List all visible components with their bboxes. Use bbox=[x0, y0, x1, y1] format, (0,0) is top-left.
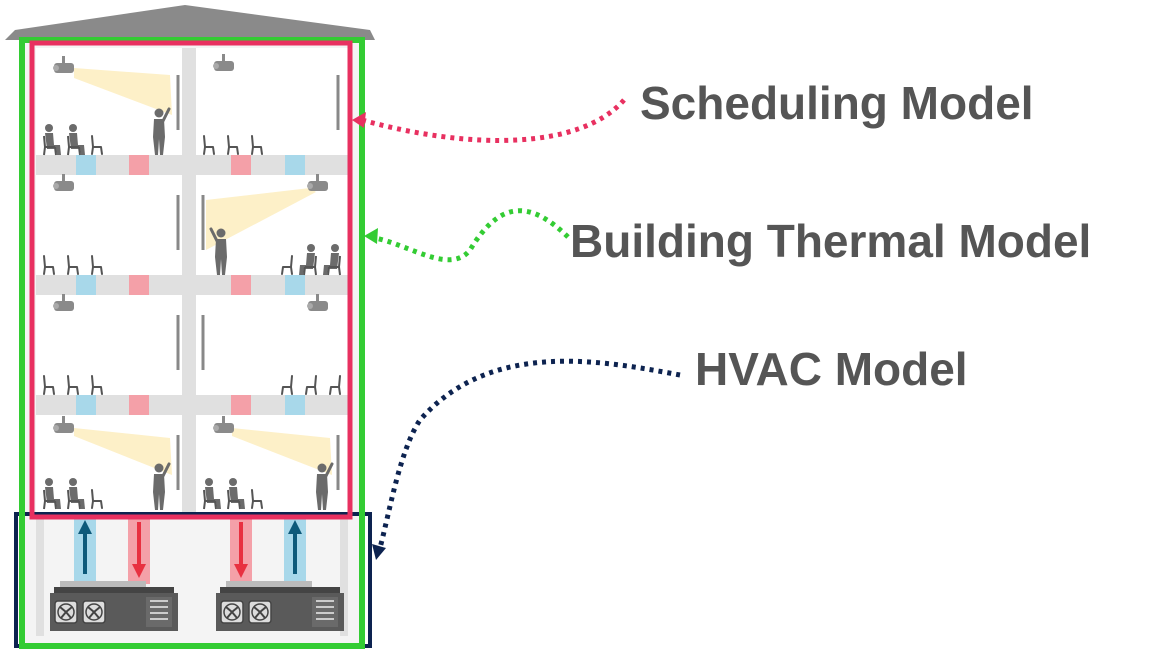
cold-vent-icon bbox=[76, 395, 96, 415]
hot-vent-icon bbox=[231, 275, 251, 295]
return-arrow-icon bbox=[234, 564, 248, 578]
supply-arrow-icon bbox=[78, 520, 92, 534]
hvac-unit-icon bbox=[216, 581, 344, 631]
thermal-model-outline bbox=[19, 37, 365, 649]
hot-vent-icon bbox=[129, 155, 149, 175]
vents bbox=[76, 155, 305, 415]
projection-screens bbox=[176, 75, 340, 490]
thermal-arrowhead bbox=[364, 228, 378, 244]
basement-wall bbox=[340, 516, 348, 636]
cold-vent-icon bbox=[76, 275, 96, 295]
basement-wall bbox=[36, 516, 44, 636]
cold-vent-icon bbox=[285, 395, 305, 415]
scheduling-model-outline bbox=[29, 40, 353, 520]
connector-arrows bbox=[352, 98, 681, 560]
return-arrow-icon bbox=[132, 564, 146, 578]
scheduling-model-label: Scheduling Model bbox=[640, 77, 1034, 129]
hot-vent-icon bbox=[129, 395, 149, 415]
thermal-model-label: Building Thermal Model bbox=[570, 215, 1092, 267]
hvac-ducts bbox=[74, 518, 306, 584]
cold-vent-icon bbox=[76, 155, 96, 175]
hot-vent-icon bbox=[231, 395, 251, 415]
light-beams bbox=[74, 68, 332, 475]
hot-vent-icon bbox=[231, 155, 251, 175]
roof-icon bbox=[5, 5, 375, 40]
thermal-connector bbox=[374, 208, 570, 263]
hot-vent-icon bbox=[129, 275, 149, 295]
cold-vent-icon bbox=[285, 275, 305, 295]
hvac-unit-icon bbox=[50, 581, 178, 631]
supply-arrow-icon bbox=[288, 520, 302, 534]
hvac-arrowhead bbox=[372, 544, 386, 560]
hvac-connector bbox=[377, 358, 681, 549]
hvac-model-label: HVAC Model bbox=[695, 343, 968, 395]
floor-slabs bbox=[36, 155, 348, 415]
scheduling-arrowhead bbox=[352, 112, 366, 128]
cold-vent-icon bbox=[285, 155, 305, 175]
scheduling-connector bbox=[361, 98, 626, 143]
